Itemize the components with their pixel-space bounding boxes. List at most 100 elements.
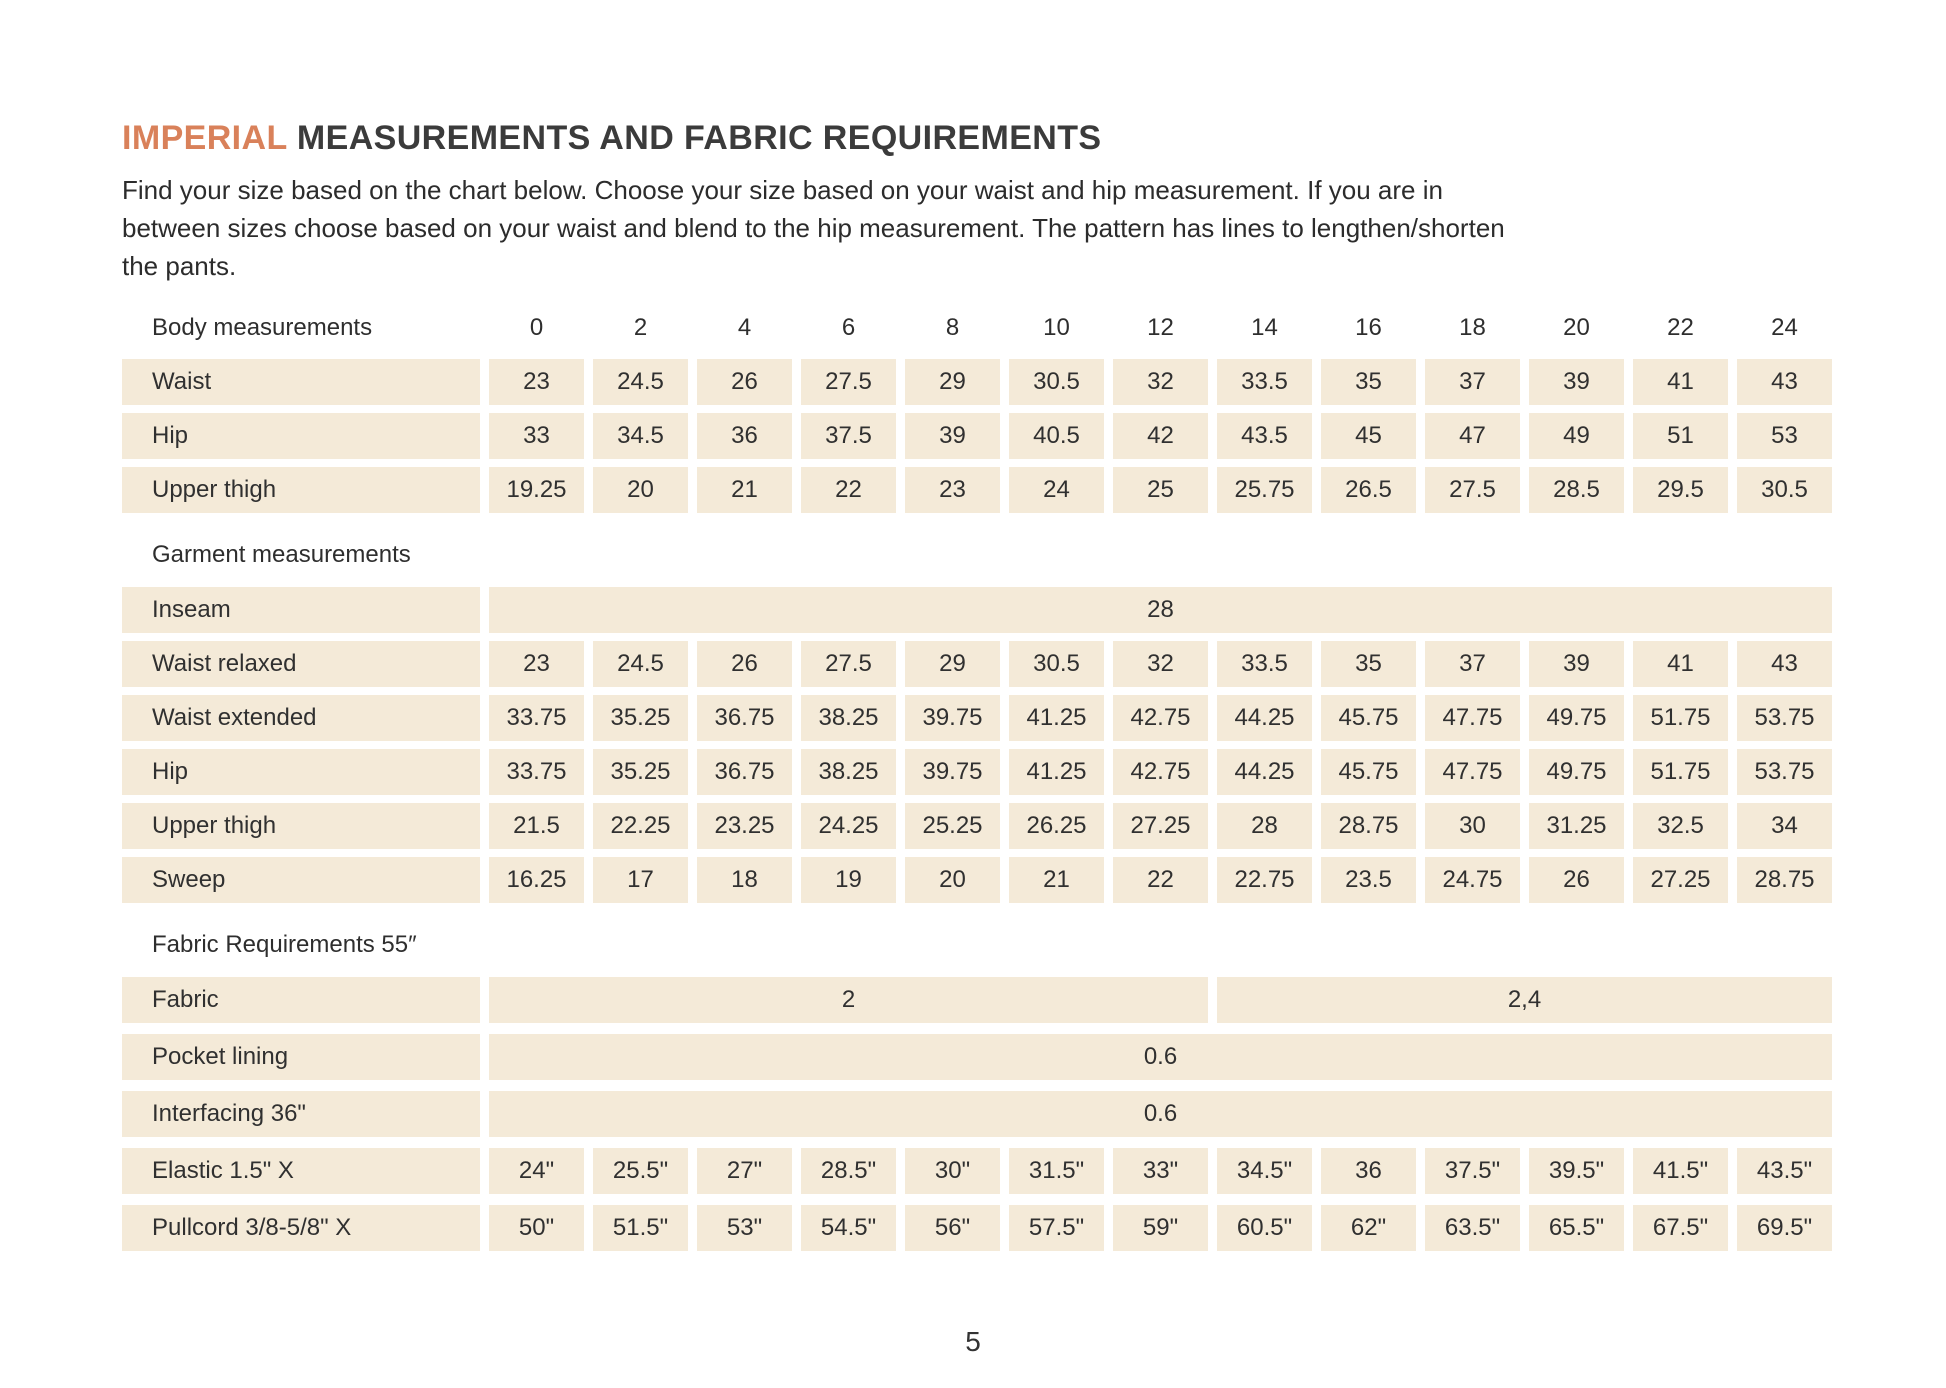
value-cell: 26 — [697, 641, 792, 687]
value-cell: 22 — [1113, 857, 1208, 903]
page-number: 5 — [965, 1326, 981, 1357]
value-cell: 30.5 — [1737, 467, 1832, 513]
value-cell: 32 — [1113, 641, 1208, 687]
value-cell: 53.75 — [1737, 749, 1832, 795]
value-cell: 53" — [697, 1205, 792, 1251]
value-cell: 45 — [1321, 413, 1416, 459]
value-cell: 53.75 — [1737, 695, 1832, 741]
value-cell: 43 — [1737, 359, 1832, 405]
value-cell: 25.5" — [593, 1148, 688, 1194]
value-cell: 33.75 — [489, 749, 584, 795]
value-cell: 27.5 — [1425, 467, 1520, 513]
intro-line: Find your size based on the chart below.… — [122, 175, 1443, 205]
value-cell: 25.25 — [905, 803, 1000, 849]
value-cell: 29 — [905, 359, 1000, 405]
value-cell: 21.5 — [489, 803, 584, 849]
value-cell: 42.75 — [1113, 749, 1208, 795]
table-row: Pocket lining 0.6 — [122, 1034, 1866, 1080]
value-cell: 51.5" — [593, 1205, 688, 1251]
page-title: IMPERIAL MEASUREMENTS AND FABRIC REQUIRE… — [122, 118, 1866, 158]
value-cell: 26 — [697, 359, 792, 405]
row-label: Sweep — [122, 857, 480, 903]
size-column-header: 22 — [1667, 314, 1694, 341]
value-cell: 41.25 — [1009, 749, 1104, 795]
value-cell: 34 — [1737, 803, 1832, 849]
value-cell: 34.5 — [593, 413, 688, 459]
value-cell: 21 — [697, 467, 792, 513]
value-cell: 21 — [1009, 857, 1104, 903]
table-row: Interfacing 36" 0.6 — [122, 1091, 1866, 1137]
value-cell: 28.75 — [1321, 803, 1416, 849]
value-cell: 27.25 — [1113, 803, 1208, 849]
value-cell: 30" — [905, 1148, 1000, 1194]
value-cell: 51.75 — [1633, 749, 1728, 795]
value-cell: 26 — [1529, 857, 1624, 903]
value-cell: 31.25 — [1529, 803, 1624, 849]
value-cell: 41.25 — [1009, 695, 1104, 741]
row-label: Pullcord 3/8-5/8" X — [122, 1205, 480, 1251]
row-label: Elastic 1.5" X — [122, 1148, 480, 1194]
row-label: Inseam — [122, 587, 480, 633]
value-cell: 35 — [1321, 641, 1416, 687]
value-cell: 69.5" — [1737, 1205, 1832, 1251]
value-cell: 36 — [697, 413, 792, 459]
value-cell: 27.5 — [801, 359, 896, 405]
value-cell: 41 — [1633, 359, 1728, 405]
row-label: Hip — [122, 413, 480, 459]
value-cell: 45.75 — [1321, 749, 1416, 795]
value-cell: 44.25 — [1217, 695, 1312, 741]
intro-line: the pants. — [122, 251, 237, 281]
row-label: Waist — [122, 359, 480, 405]
size-column-header: 8 — [945, 314, 960, 341]
table-row: Hip 33.75 35.25 36.75 38.25 39.75 41.25 42.75 44… — [122, 749, 1866, 795]
value-cell: 24.75 — [1425, 857, 1520, 903]
value-cell: 49.75 — [1529, 695, 1624, 741]
value-cell: 36 — [1321, 1148, 1416, 1194]
value-cell: 22.75 — [1217, 857, 1312, 903]
size-column-header: 18 — [1459, 314, 1486, 341]
value-cell: 43 — [1737, 641, 1832, 687]
value-cell: 24.5 — [593, 641, 688, 687]
value-cell: 28 — [1217, 803, 1312, 849]
table-row: Waist 23 24.5 26 27.5 29 30.5 32 33.5 35 37 39 41 43 — [122, 359, 1866, 405]
table-row: Waist relaxed 23 24.5 26 27.5 29 30.5 32 33.5 35 3… — [122, 641, 1866, 687]
value-cell: 26.5 — [1321, 467, 1416, 513]
value-cell: 44.25 — [1217, 749, 1312, 795]
value-cell: 33.5 — [1217, 359, 1312, 405]
value-cell: 27.5 — [801, 641, 896, 687]
value-cell: 20 — [905, 857, 1000, 903]
page-title-highlight: IMPERIAL — [122, 119, 288, 157]
value-cell: 27" — [697, 1148, 792, 1194]
row-label: Waist relaxed — [122, 641, 480, 687]
size-column-header: 14 — [1251, 314, 1278, 341]
value-cell: 23 — [489, 641, 584, 687]
table-row: Fabric 2 2,4 — [122, 977, 1866, 1023]
table-row: Pullcord 3/8-5/8" X 50" 51.5" 53" 54.5" 56" 57… — [122, 1205, 1866, 1251]
value-cell: 35.25 — [593, 749, 688, 795]
value-cell: 36.75 — [697, 695, 792, 741]
value-cell: 22 — [801, 467, 896, 513]
value-cell: 33.75 — [489, 695, 584, 741]
value-cell: 36.75 — [697, 749, 792, 795]
value-cell: 29 — [905, 641, 1000, 687]
row-label: Upper thigh — [122, 467, 480, 513]
value-cell: 67.5" — [1633, 1205, 1728, 1251]
value-cell: 35.25 — [593, 695, 688, 741]
value-cell: 59" — [1113, 1205, 1208, 1251]
value-cell: 33" — [1113, 1148, 1208, 1194]
value-cell: 19 — [801, 857, 896, 903]
section-heading: Garment measurements — [152, 541, 411, 568]
row-label: Upper thigh — [122, 803, 480, 849]
value-cell: 37 — [1425, 641, 1520, 687]
value-cell: 39 — [1529, 359, 1624, 405]
value-span-cell: 2,4 — [1217, 977, 1832, 1023]
value-cell: 37.5 — [801, 413, 896, 459]
value-cell: 23.25 — [697, 803, 792, 849]
value-cell: 28.5 — [1529, 467, 1624, 513]
size-column-header: 0 — [529, 314, 544, 341]
table-row: Hip 33 34.5 36 37.5 39 40.5 42 43.5 45 47 49 51 53 — [122, 413, 1866, 459]
size-column-header: 24 — [1771, 314, 1798, 341]
value-cell: 47.75 — [1425, 749, 1520, 795]
value-cell: 51 — [1633, 413, 1728, 459]
value-cell: 41.5" — [1633, 1148, 1728, 1194]
